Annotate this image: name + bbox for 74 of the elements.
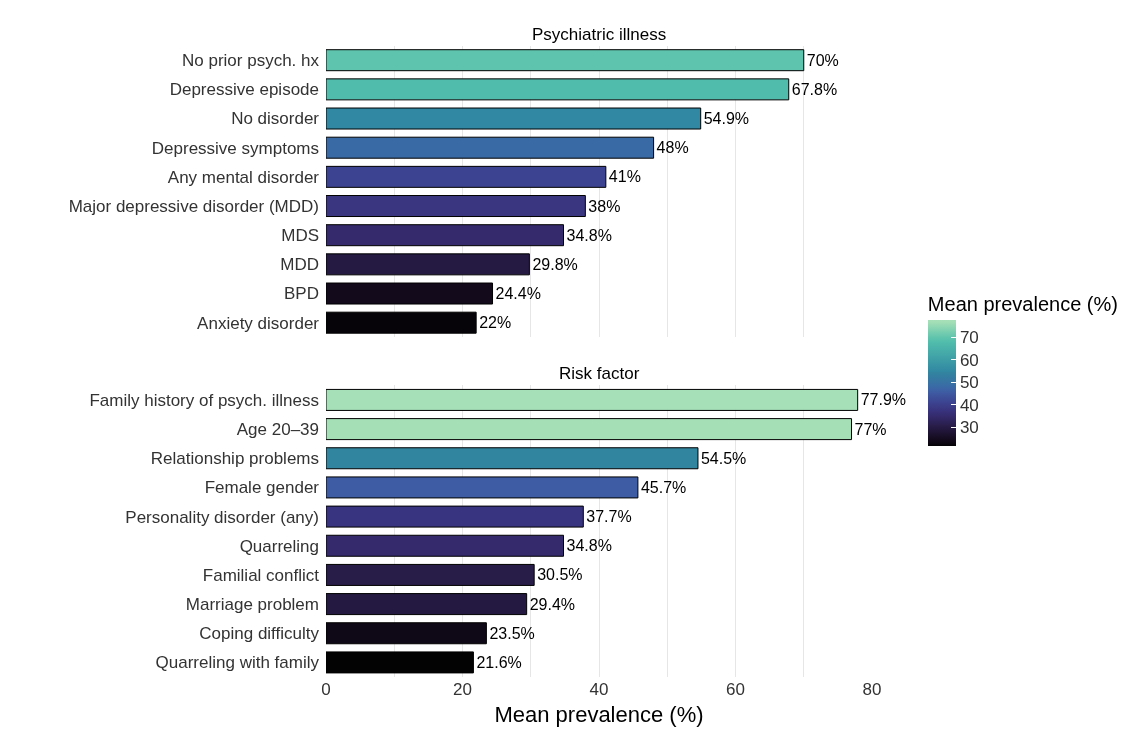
y-tick-label: No prior psych. hx [182, 51, 320, 71]
data-label: 21.6% [476, 653, 522, 671]
data-label: 34.8% [566, 226, 612, 244]
data-label: 67.8% [791, 80, 838, 98]
y-tick-label: No disorder [231, 109, 320, 129]
color-bar-label: 70 [959, 328, 979, 348]
bar [326, 253, 530, 276]
y-tick-label: Marriage problem [185, 595, 319, 615]
y-tick-label: Female gender [204, 478, 320, 498]
y-tick-label: Any mental disorder [167, 167, 320, 187]
color-bar-label: 60 [959, 350, 979, 370]
bar [326, 311, 477, 334]
bar [326, 282, 494, 305]
data-label: 77% [854, 420, 887, 438]
bar [326, 447, 699, 470]
bar [326, 136, 655, 159]
data-label: 48% [656, 139, 689, 157]
x-axis-title: Mean prevalence (%) [494, 701, 704, 727]
y-tick-label: Depressive symptoms [151, 138, 319, 158]
color-bar-title: Mean prevalence (%) [927, 292, 1118, 315]
bar [326, 107, 702, 130]
y-tick-label: MDD [280, 255, 319, 275]
y-tick-label: Quarreling with family [155, 653, 320, 673]
bar [326, 505, 584, 528]
y-tick-label: Familial conflict [202, 565, 320, 585]
data-label: 70% [806, 51, 839, 69]
x-tick-label: 60 [726, 680, 745, 699]
x-tick-label: 40 [589, 680, 609, 699]
bar [326, 476, 639, 499]
x-tick-label: 0 [321, 680, 331, 699]
bar [326, 165, 607, 188]
chart-title: Risk factor [559, 364, 640, 383]
data-label: 34.8% [566, 537, 612, 555]
data-label: 54.9% [703, 110, 750, 128]
data-label: 37.7% [586, 508, 632, 526]
data-label: 38% [588, 197, 621, 215]
y-tick-label: Quarreling [239, 536, 319, 556]
bar [326, 49, 805, 72]
bar [326, 651, 474, 674]
y-tick-label: BPD [284, 284, 319, 304]
y-tick-label: Relationship problems [150, 449, 319, 469]
bar [326, 224, 565, 247]
y-tick-label: Major depressive disorder (MDD) [68, 196, 319, 216]
bar [326, 418, 853, 441]
data-label: 54.5% [700, 449, 747, 467]
bar [326, 563, 535, 586]
data-label: 29.4% [529, 595, 576, 613]
color-bar-label: 40 [959, 395, 979, 415]
bar [326, 593, 528, 616]
y-tick-label: Anxiety disorder [197, 313, 320, 333]
y-tick-label: Coping difficulty [199, 624, 320, 644]
data-label: 77.9% [860, 391, 907, 409]
data-label: 23.5% [489, 624, 535, 642]
data-label: 22% [479, 314, 512, 332]
bar [326, 534, 565, 557]
y-tick-label: Family history of psych. illness [89, 390, 319, 410]
color-bar-label: 50 [959, 373, 979, 393]
y-tick-label: MDS [281, 226, 319, 246]
data-label: 41% [608, 168, 641, 186]
color-bar-label: 30 [959, 417, 979, 437]
data-label: 29.8% [532, 255, 578, 273]
chart-title: Psychiatric illness [532, 25, 667, 44]
y-tick-label: Personality disorder (any) [125, 507, 319, 527]
x-tick-label: 20 [453, 680, 472, 699]
y-tick-label: Depressive episode [169, 80, 319, 100]
y-tick-label: Age 20–39 [236, 420, 319, 440]
bar [326, 78, 790, 101]
bar [326, 622, 487, 645]
x-tick-label: 80 [862, 680, 882, 699]
data-label: 45.7% [640, 478, 687, 496]
bar [326, 388, 859, 411]
data-label: 24.4% [495, 285, 541, 303]
data-label: 30.5% [537, 566, 583, 584]
bar [326, 195, 586, 218]
